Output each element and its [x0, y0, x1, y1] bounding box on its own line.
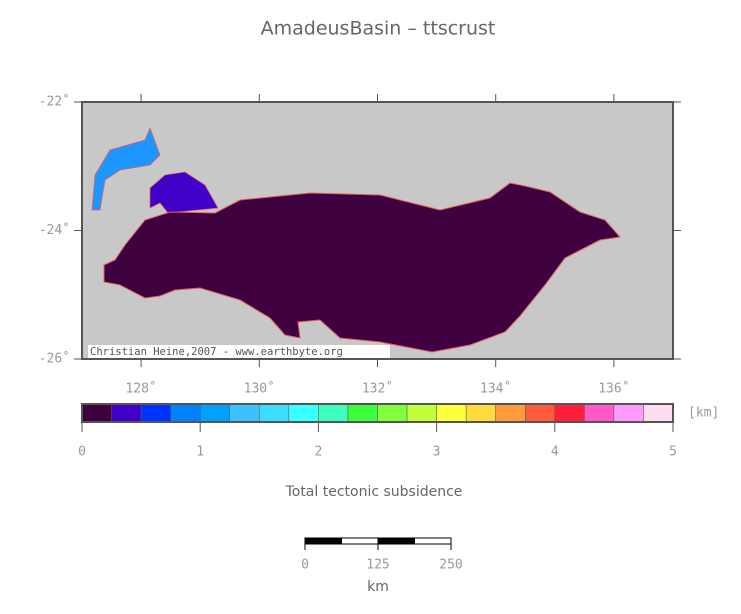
- scale-segment: [304, 537, 342, 545]
- lon-label: 136˚: [598, 381, 629, 397]
- colorbar-bin: [406, 403, 437, 423]
- lon-label: 132˚: [362, 381, 393, 397]
- credit: Christian Heine,2007 - www.earthbyte.org: [90, 346, 343, 358]
- colorbar-frame: [81, 403, 674, 423]
- colorbar-tick-label: 4: [551, 445, 559, 460]
- scale-tick-label: 0: [301, 558, 309, 573]
- colorbar-unit: [km]: [688, 406, 719, 421]
- colorbar-bin: [259, 403, 290, 423]
- lon-label: 128˚: [125, 381, 156, 397]
- colorbar-bin: [140, 403, 171, 423]
- colorbar-bin: [554, 403, 585, 423]
- scale-segment: [377, 537, 415, 545]
- colorbar-tick-label: 0: [78, 445, 86, 460]
- colorbar-bin: [111, 403, 142, 423]
- colorbar-label: Total tectonic subsidence: [285, 484, 463, 500]
- colorbar-bin: [465, 403, 496, 423]
- scale-segment: [414, 537, 452, 545]
- title: AmadeusBasin – ttscrust: [261, 18, 496, 40]
- scale-unit: km: [367, 579, 389, 595]
- colorbar-bin: [318, 403, 349, 423]
- colorbar-bin: [170, 403, 201, 423]
- lon-label: 130˚: [244, 381, 275, 397]
- lat-label: -22˚: [39, 94, 70, 110]
- colorbar-bin: [81, 403, 112, 423]
- colorbar-bin: [436, 403, 467, 423]
- colorbar-bin: [525, 403, 556, 423]
- lat-label: -24˚: [39, 222, 70, 238]
- colorbar-bin: [495, 403, 526, 423]
- lat-label: -26˚: [39, 351, 70, 367]
- scale-tick-label: 125: [366, 558, 389, 573]
- colorbar-tick-label: 5: [669, 445, 677, 460]
- colorbar-tick-label: 2: [314, 445, 322, 460]
- colorbar-bin: [288, 403, 319, 423]
- credit-box: [88, 345, 390, 358]
- basin-deep: [103, 182, 621, 353]
- scale-tick-label: 250: [439, 558, 462, 573]
- colorbar-bin: [229, 403, 260, 423]
- colorbar-bin: [613, 403, 644, 423]
- colorbar-tick-label: 3: [433, 445, 441, 460]
- basin-mid: [149, 171, 219, 214]
- map: Christian Heine,2007 - www.earthbyte.org: [81, 101, 674, 360]
- colorbar-bin: [347, 403, 378, 423]
- colorbar-bin: [643, 403, 674, 423]
- colorbar-bin: [584, 403, 615, 423]
- colorbar-bin: [377, 403, 408, 423]
- colorbar-tick-label: 1: [196, 445, 204, 460]
- basin-shallow: [91, 126, 161, 211]
- colorbar-bin: [199, 403, 230, 423]
- scale-segment: [341, 537, 379, 545]
- lon-label: 134˚: [480, 381, 511, 397]
